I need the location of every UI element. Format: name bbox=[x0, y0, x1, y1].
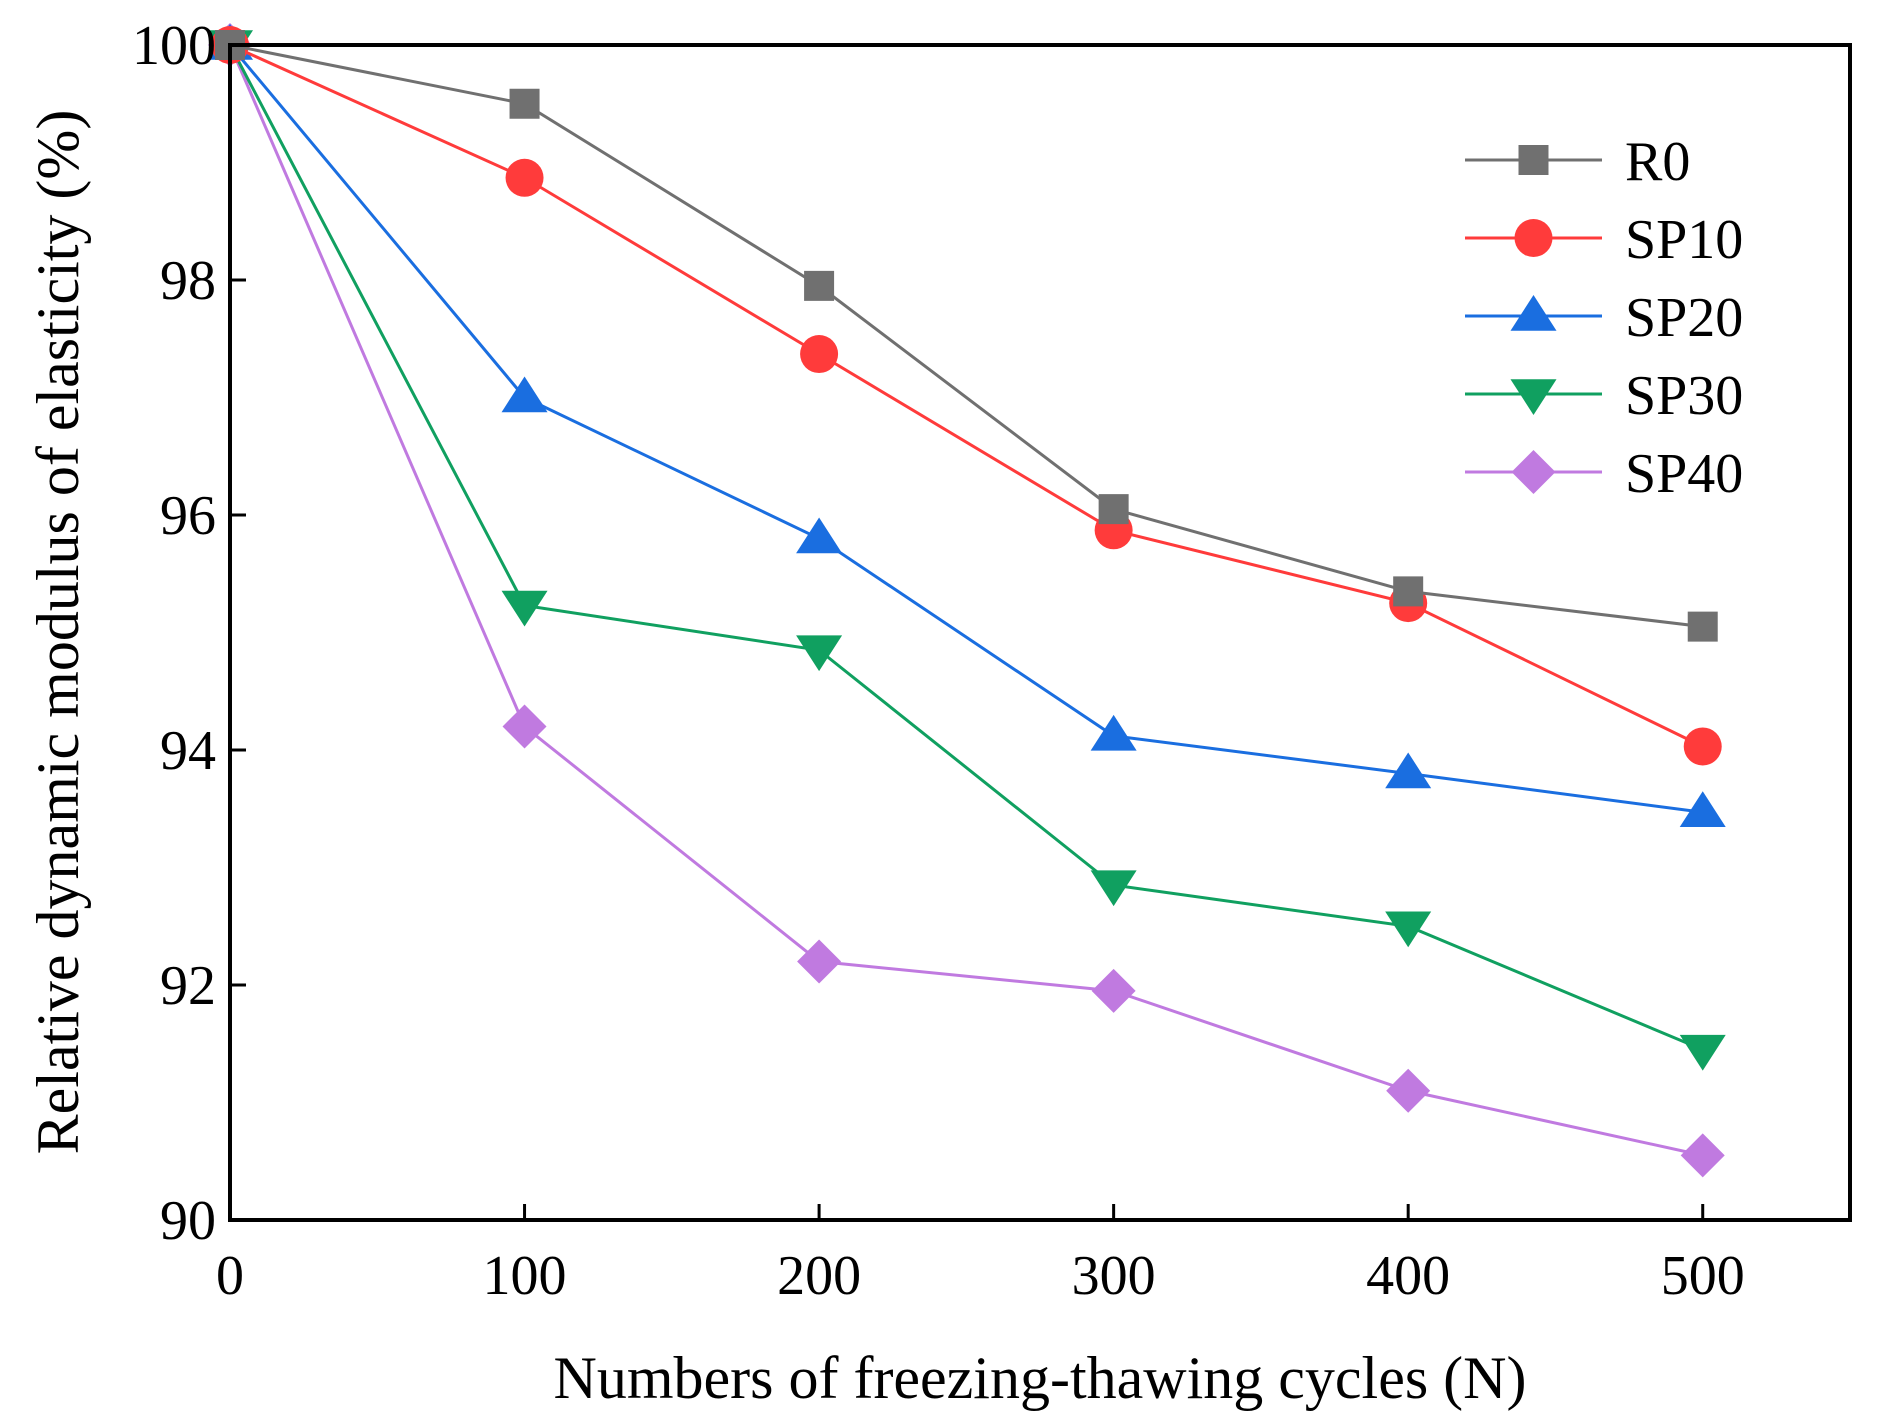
data-point-sp30 bbox=[796, 635, 843, 672]
series-sp40 bbox=[208, 23, 1725, 1178]
series-r0 bbox=[215, 30, 1718, 642]
data-point-sp20 bbox=[796, 517, 843, 554]
data-point-sp20 bbox=[1385, 752, 1432, 789]
x-tick-label: 500 bbox=[1661, 1245, 1745, 1307]
legend-item-sp10: SP10 bbox=[1465, 209, 1743, 271]
series-sp30 bbox=[207, 30, 1726, 1071]
y-tick-label: 98 bbox=[160, 250, 216, 312]
legend-label: SP20 bbox=[1625, 287, 1743, 349]
data-point-sp30 bbox=[1090, 870, 1137, 907]
data-point-sp40 bbox=[1091, 968, 1136, 1013]
series-line-sp20 bbox=[228, 44, 1703, 814]
y-axis-ticks: 90 92 94 96 98 100 bbox=[132, 15, 246, 1252]
y-tick-label: 90 bbox=[160, 1190, 216, 1252]
data-point-sp10 bbox=[1683, 727, 1722, 766]
legend-item-r0: R0 bbox=[1465, 131, 1690, 193]
legend-label: SP40 bbox=[1625, 443, 1743, 505]
legend-item-sp40: SP40 bbox=[1465, 443, 1743, 505]
legend-item-sp20: SP20 bbox=[1465, 287, 1743, 349]
legend-marker-sp40 bbox=[1511, 450, 1556, 494]
y-tick-label: 92 bbox=[160, 955, 216, 1017]
y-axis-title: Relative dynamic modulus of elasticity (… bbox=[25, 110, 91, 1155]
legend-marker-sp20 bbox=[1510, 295, 1557, 331]
series-line-sp40 bbox=[228, 44, 1704, 1157]
legend-label: R0 bbox=[1625, 131, 1690, 193]
series-line-sp30 bbox=[228, 44, 1704, 1052]
data-point-sp30 bbox=[1385, 911, 1432, 948]
x-axis-ticks: 0 100 200 300 400 500 bbox=[216, 1204, 1745, 1307]
legend-label: SP30 bbox=[1625, 365, 1743, 427]
plot-frame bbox=[228, 43, 1852, 1222]
x-tick-label: 0 bbox=[216, 1245, 244, 1307]
legend: R0 SP10 SP20 SP30 SP40 bbox=[1465, 131, 1743, 505]
legend-marker-sp30 bbox=[1510, 379, 1557, 415]
data-point-r0 bbox=[509, 88, 540, 119]
data-point-sp30 bbox=[501, 590, 548, 627]
x-tick-label: 300 bbox=[1072, 1245, 1156, 1307]
data-point-r0 bbox=[1098, 494, 1129, 525]
series-sp20 bbox=[207, 24, 1726, 827]
data-point-sp40 bbox=[797, 939, 842, 984]
data-point-sp40 bbox=[502, 704, 547, 749]
x-axis-title: Numbers of freezing-thawing cycles (N) bbox=[554, 1345, 1527, 1411]
legend-marker-sp10 bbox=[1514, 219, 1553, 257]
data-point-r0 bbox=[804, 270, 835, 301]
data-point-sp20 bbox=[1679, 791, 1726, 827]
y-tick-label: 100 bbox=[132, 15, 216, 77]
data-point-r0 bbox=[1393, 576, 1424, 607]
data-point-r0 bbox=[1687, 611, 1718, 642]
data-point-sp20 bbox=[1090, 714, 1137, 751]
series-layer bbox=[207, 23, 1726, 1178]
legend-label: SP10 bbox=[1625, 209, 1743, 271]
y-tick-label: 96 bbox=[160, 485, 216, 547]
series-line-sp10 bbox=[229, 43, 1704, 748]
data-point-sp40 bbox=[1386, 1068, 1431, 1113]
data-point-sp20 bbox=[501, 376, 548, 413]
x-tick-label: 100 bbox=[483, 1245, 567, 1307]
x-tick-label: 400 bbox=[1366, 1245, 1450, 1307]
data-point-sp10 bbox=[800, 335, 839, 374]
legend-item-sp30: SP30 bbox=[1465, 365, 1743, 427]
y-tick-label: 94 bbox=[160, 720, 216, 782]
data-point-sp10 bbox=[505, 158, 544, 197]
x-tick-label: 200 bbox=[777, 1245, 861, 1307]
data-point-sp30 bbox=[1679, 1034, 1726, 1071]
legend-marker-r0 bbox=[1518, 145, 1549, 175]
data-point-sp40 bbox=[1680, 1133, 1725, 1178]
series-line-r0 bbox=[229, 43, 1703, 629]
